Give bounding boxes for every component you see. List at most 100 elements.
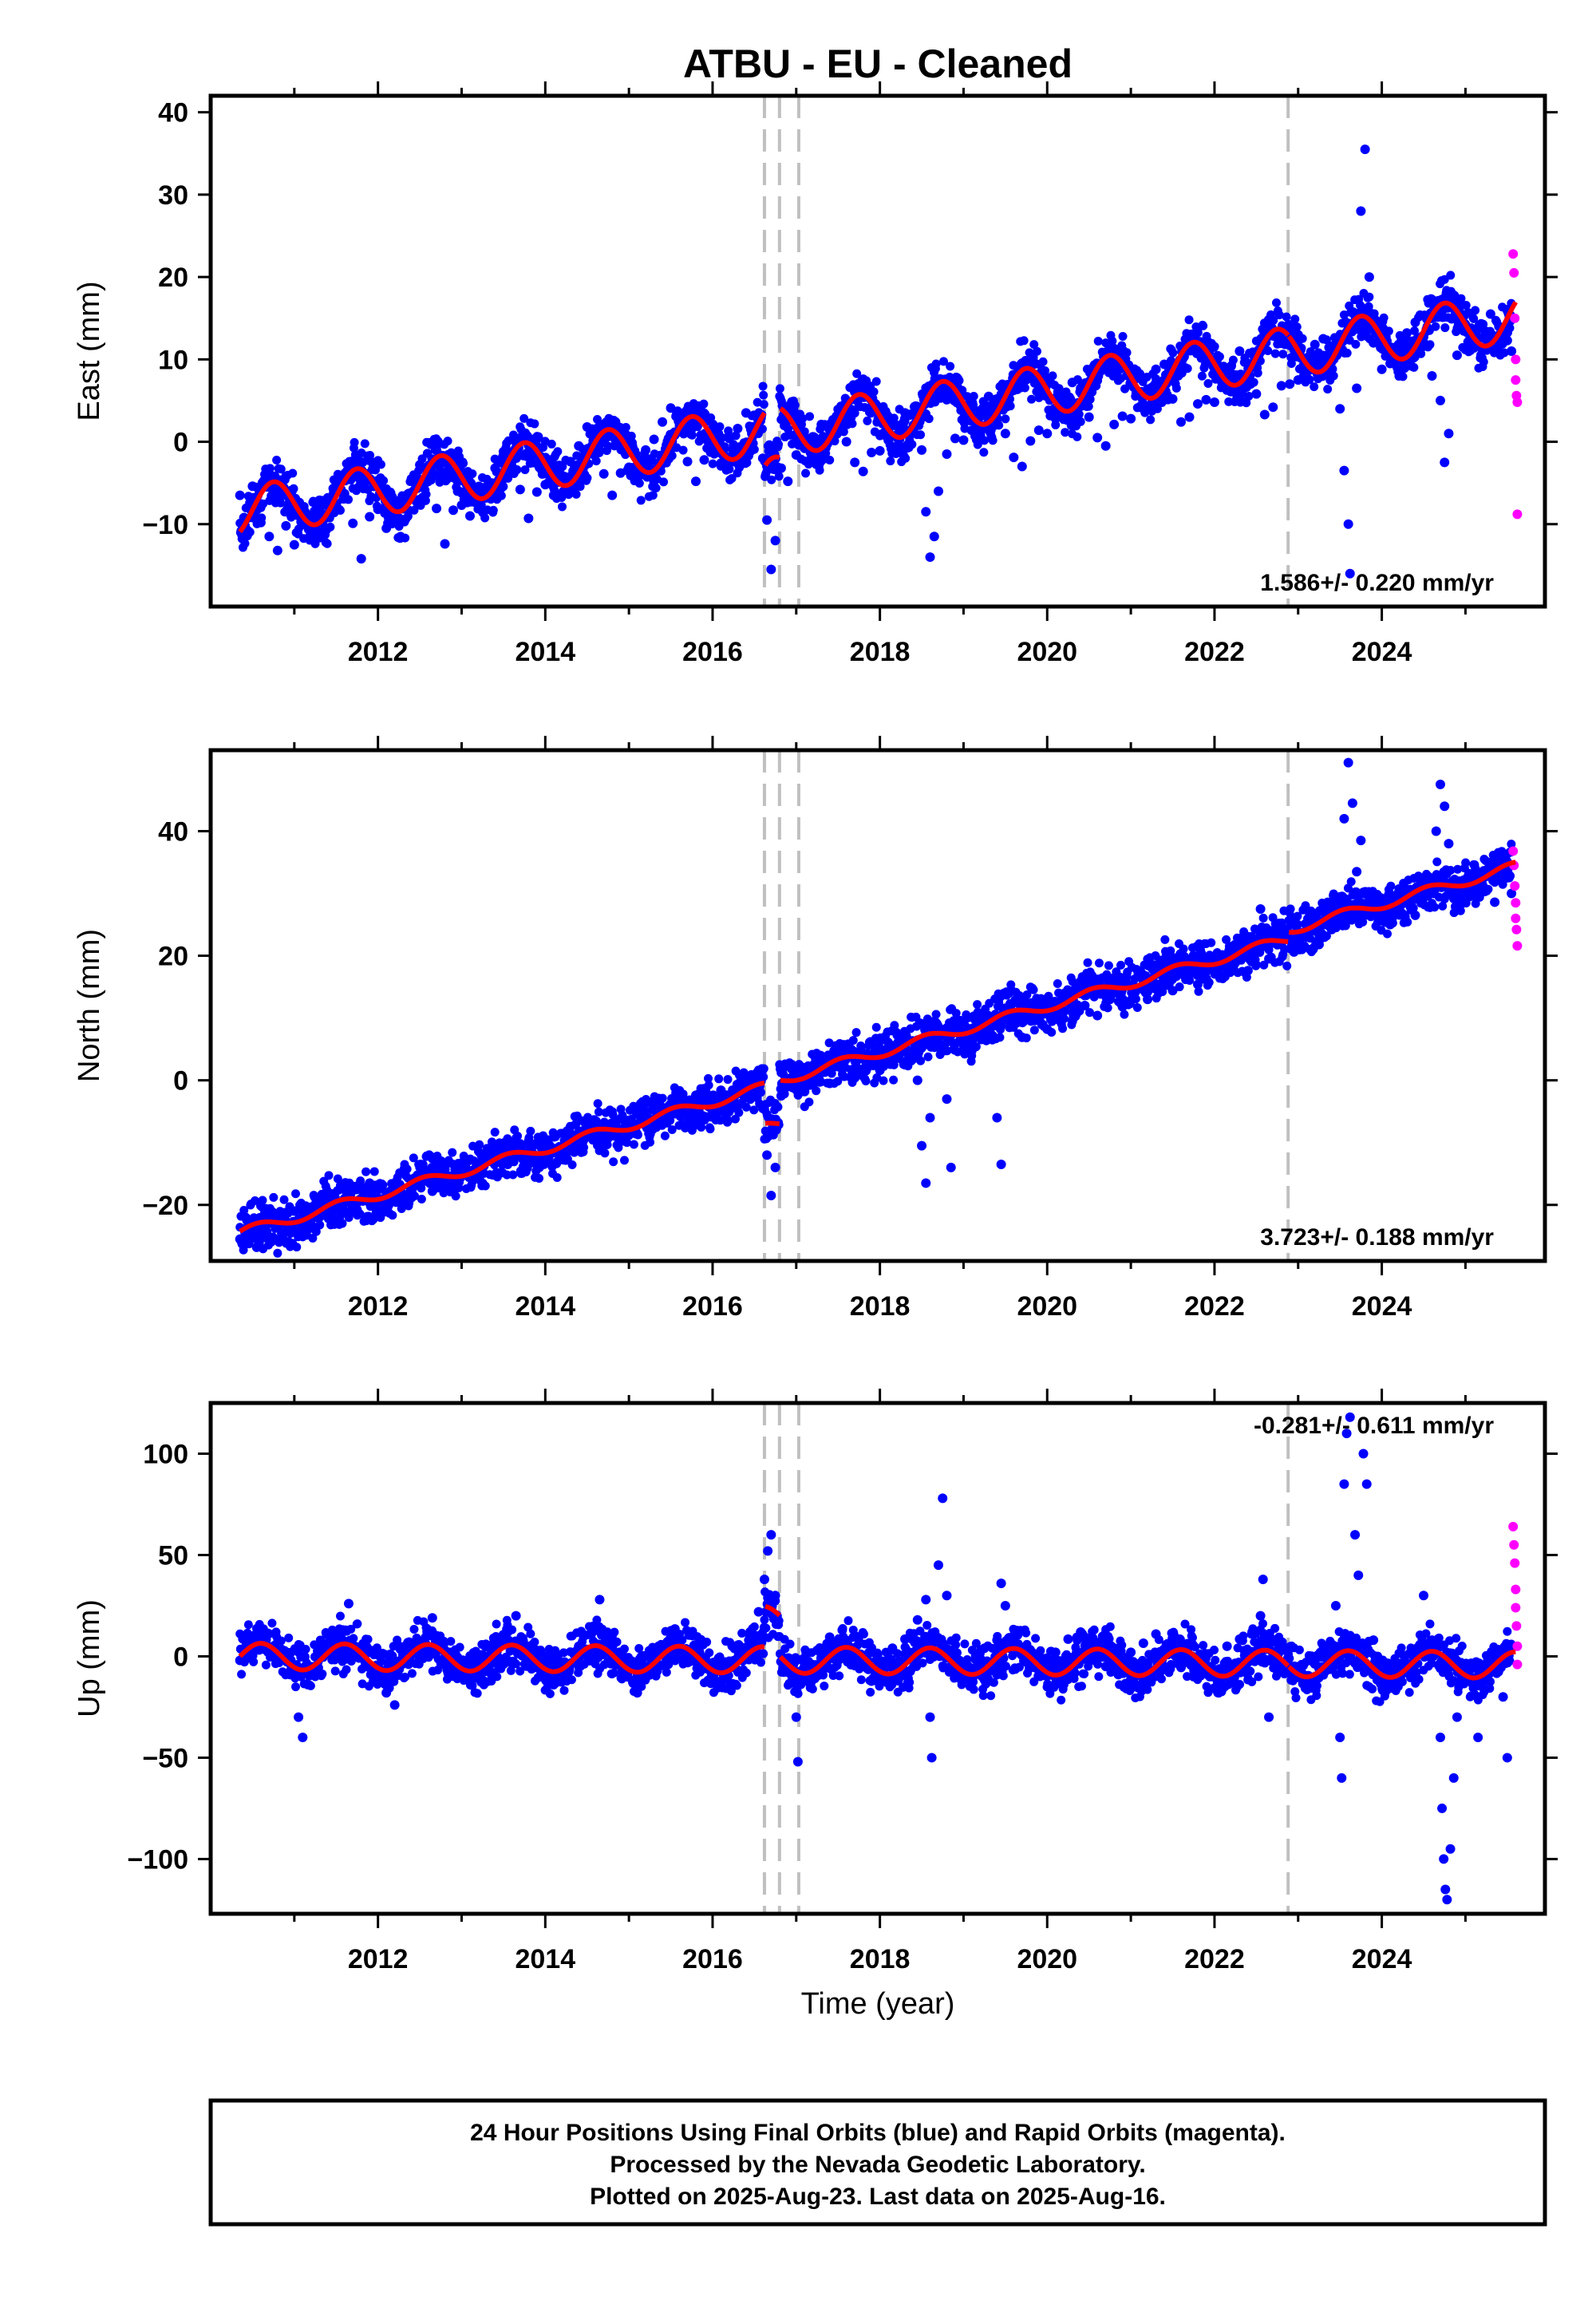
final-orbit-point <box>850 457 860 468</box>
final-orbit-point <box>1276 381 1286 391</box>
final-orbit-point <box>714 1074 724 1084</box>
y-tick-label: 40 <box>158 98 188 128</box>
final-orbit-point <box>1268 402 1278 413</box>
final-orbit-point <box>289 484 298 493</box>
final-orbit-point <box>649 434 659 445</box>
final-orbit-point <box>473 482 484 492</box>
final-orbit-point <box>969 392 978 401</box>
y-tick-label: 20 <box>158 263 188 293</box>
final-orbit-point <box>916 430 926 440</box>
final-orbit-point <box>708 459 717 468</box>
final-orbit-point <box>1342 348 1352 358</box>
final-orbit-point <box>356 554 366 564</box>
final-orbit-point <box>646 1137 655 1147</box>
final-orbit-point <box>825 456 835 465</box>
final-orbit-point <box>850 409 859 418</box>
final-orbit-point <box>1479 357 1488 366</box>
final-orbit-point <box>851 1028 861 1037</box>
final-orbit-point <box>883 435 894 445</box>
final-orbit-point <box>983 391 994 401</box>
final-orbit-point <box>629 1140 638 1149</box>
final-orbit-point <box>1377 364 1387 374</box>
final-orbit-point <box>901 453 911 463</box>
final-orbit-point <box>658 417 668 427</box>
final-orbit-point <box>648 491 658 500</box>
final-orbit-point <box>1093 336 1103 346</box>
y-tick-label: 30 <box>158 180 188 211</box>
final-orbit-point <box>476 500 486 509</box>
final-orbit-point <box>1067 377 1077 388</box>
final-orbit-point <box>557 461 567 472</box>
final-orbit-point <box>727 473 737 483</box>
final-orbit-point <box>1343 519 1353 529</box>
chart-title: ATBU - EU - Cleaned <box>683 41 1073 86</box>
final-orbit-point <box>1116 960 1126 970</box>
final-orbit-point <box>1446 271 1456 280</box>
final-orbit-point <box>1073 432 1082 441</box>
x-tick-label: 2014 <box>515 637 575 667</box>
final-orbit-point <box>279 1195 289 1204</box>
final-orbit-point <box>534 432 543 441</box>
final-orbit-point <box>1100 441 1111 451</box>
final-orbit-point <box>1109 419 1120 429</box>
final-orbit-point <box>1369 338 1379 348</box>
final-orbit-point <box>1184 412 1195 422</box>
final-orbit-point <box>1117 411 1128 421</box>
final-orbit-point <box>1192 399 1203 409</box>
final-orbit-point <box>667 451 677 460</box>
final-orbit-point <box>660 1131 670 1140</box>
final-orbit-point <box>839 427 848 437</box>
final-orbit-point <box>314 495 325 505</box>
final-orbit-point <box>475 1140 484 1149</box>
final-orbit-point <box>1384 326 1393 336</box>
final-orbit-point <box>1146 415 1156 425</box>
final-orbit-point <box>1364 272 1374 283</box>
final-orbit-point <box>1085 394 1095 404</box>
final-orbit-point <box>365 451 375 460</box>
final-orbit-point <box>565 456 575 467</box>
final-orbit-point <box>281 520 291 531</box>
final-orbit-point <box>1310 339 1320 350</box>
final-orbit-point <box>774 440 784 449</box>
final-orbit-point <box>1203 379 1213 389</box>
final-orbit-point <box>593 1099 602 1109</box>
final-orbit-point <box>235 490 245 500</box>
final-orbit-point <box>607 490 618 500</box>
final-orbit-point <box>530 419 539 429</box>
final-orbit-point <box>1249 377 1258 387</box>
final-orbit-point <box>632 474 642 484</box>
final-orbit-point <box>1452 350 1462 361</box>
final-orbit-point <box>916 1056 926 1065</box>
final-orbit-point <box>1346 877 1356 887</box>
final-orbit-point <box>907 440 917 449</box>
final-orbit-point <box>691 476 701 487</box>
final-orbit-point <box>515 484 525 495</box>
final-orbit-point <box>1197 371 1207 381</box>
final-orbit-point <box>276 464 286 474</box>
final-orbit-point <box>553 447 563 456</box>
final-orbit-point <box>621 422 630 432</box>
final-orbit-point <box>931 359 941 369</box>
final-orbit-point <box>1059 395 1069 405</box>
final-orbit-point <box>973 1000 982 1010</box>
final-orbit-point <box>598 468 609 479</box>
final-orbit-point <box>464 511 475 521</box>
final-orbit-point <box>715 422 725 432</box>
x-tick-label: 2018 <box>850 637 911 667</box>
final-orbit-point <box>288 468 298 478</box>
final-orbit-point <box>804 1097 814 1107</box>
final-orbit-point <box>1410 317 1420 327</box>
final-orbit-point <box>1076 417 1085 426</box>
final-orbit-point <box>624 462 634 472</box>
final-orbit-point <box>966 425 977 436</box>
final-orbit-point <box>1263 346 1273 356</box>
final-orbit-point <box>950 433 960 444</box>
final-orbit-point <box>741 1102 751 1112</box>
final-orbit-point <box>886 456 895 466</box>
final-orbit-point <box>699 399 709 409</box>
final-orbit-point <box>725 464 734 474</box>
final-orbit-point <box>272 456 282 465</box>
final-orbit-point <box>335 505 345 515</box>
final-orbit-point <box>1009 453 1019 463</box>
final-orbit-point <box>1029 985 1038 994</box>
